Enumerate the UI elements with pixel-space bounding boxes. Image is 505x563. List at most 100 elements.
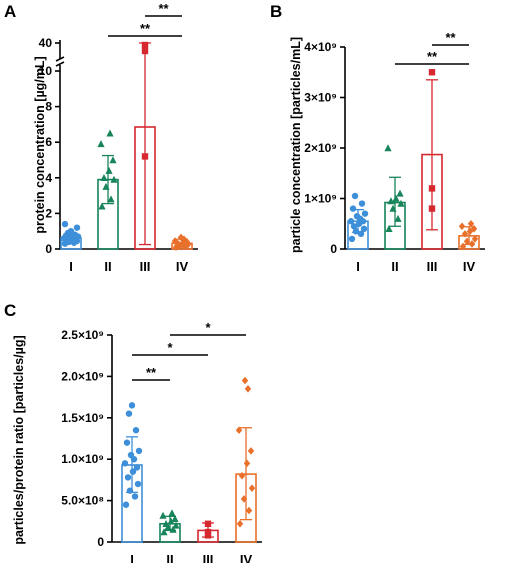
data-point-IV	[461, 230, 469, 238]
data-point-II	[394, 214, 402, 222]
data-point-IV	[248, 484, 256, 492]
data-point-III	[141, 47, 149, 55]
y-tick-label: 1×10⁹	[304, 192, 337, 206]
data-point-IV	[172, 243, 180, 252]
data-point-I	[73, 224, 81, 231]
data-point-II	[98, 202, 106, 210]
y-tick-label: 0	[330, 242, 337, 256]
data-point-I	[129, 468, 137, 475]
y-axis-label-a: protein concentration [µg/mL]	[33, 56, 47, 233]
data-point-I	[67, 228, 75, 235]
data-point-IV	[184, 240, 192, 249]
data-point-IV	[240, 495, 248, 503]
y-tick-label: 10	[39, 64, 53, 78]
data-point-IV	[235, 426, 243, 435]
data-point-IV	[470, 225, 478, 233]
data-point-IV	[468, 240, 476, 248]
data-point-II	[167, 517, 175, 525]
significance-label: **	[158, 1, 169, 16]
data-point-I	[123, 439, 131, 446]
data-point-II	[106, 129, 114, 137]
data-point-IV	[171, 237, 179, 245]
category-label-III: III	[427, 259, 438, 274]
category-label-IV: IV	[240, 552, 253, 563]
data-point-I	[135, 447, 143, 455]
data-point-I	[352, 228, 360, 235]
data-point-IV	[179, 238, 187, 247]
y-tick-label: 4	[45, 171, 52, 185]
data-point-II	[387, 197, 395, 205]
y-axis-label-b: particle concentration [particles/mL]	[289, 37, 303, 253]
panel-label-b: B	[270, 2, 282, 21]
data-point-I	[347, 218, 355, 225]
data-point-III	[428, 185, 436, 192]
data-point-II	[392, 194, 400, 202]
significance-label: **	[445, 30, 456, 45]
data-point-I	[61, 220, 69, 228]
data-point-IV	[466, 227, 474, 236]
data-point-I	[121, 460, 129, 467]
y-tick-label: 2.0×10⁹	[61, 369, 104, 383]
data-point-II	[102, 182, 110, 190]
significance-label: **	[427, 49, 438, 64]
data-point-IV	[458, 222, 466, 231]
data-point-I	[134, 480, 142, 488]
category-label-I: I	[69, 259, 73, 274]
axis-break-a-1	[55, 61, 65, 67]
y-tick-label: 1.0×10⁹	[61, 452, 104, 466]
y-tick-label: 2	[45, 206, 52, 220]
y-axis-label-c: particles/protein ratio [particles/µg]	[12, 335, 26, 544]
y-tick-label: 2×10⁹	[304, 141, 337, 155]
y-tick-label: 4×10⁹	[304, 40, 337, 54]
significance-label: **	[146, 365, 157, 380]
data-point-I	[360, 225, 368, 232]
panel-label-c: C	[4, 301, 16, 320]
panel-c: C particles/protein ratio [particles/µg]…	[4, 301, 262, 563]
data-point-I	[128, 402, 136, 409]
data-point-I	[133, 464, 141, 471]
y-tick-label: 5.0×10⁸	[61, 494, 104, 508]
data-point-I	[351, 192, 359, 200]
data-point-IV	[247, 447, 255, 455]
data-point-III	[141, 153, 149, 160]
data-point-III	[204, 532, 212, 539]
y-tick-label: 1.5×10⁹	[61, 411, 104, 425]
data-point-I	[357, 230, 365, 238]
data-point-II	[100, 174, 108, 181]
panel-a: A protein concentration [µg/mL] 0 2 4 6 8 10 4…	[4, 1, 198, 274]
data-point-III	[428, 69, 436, 76]
data-point-II	[397, 199, 405, 207]
data-point-IV	[180, 235, 188, 244]
data-point-IV	[181, 242, 189, 251]
data-point-IV	[174, 239, 182, 248]
data-point-I	[122, 501, 130, 508]
data-point-I	[127, 451, 135, 459]
data-point-II	[160, 528, 168, 536]
data-point-II	[384, 144, 392, 152]
category-label-II: II	[391, 259, 398, 274]
category-label-I: I	[130, 552, 134, 563]
category-label-I: I	[356, 259, 360, 274]
category-label-IV: IV	[463, 259, 476, 274]
data-point-I	[124, 474, 132, 481]
data-point-II	[109, 156, 117, 164]
data-point-IV	[459, 242, 467, 251]
data-point-III	[204, 520, 212, 527]
data-point-I	[125, 410, 133, 417]
data-point-II	[396, 189, 404, 197]
y-tick-label: 6	[45, 135, 52, 149]
data-point-II	[168, 509, 176, 517]
data-point-II	[389, 204, 397, 212]
panel-label-a: A	[4, 2, 16, 21]
category-label-II: II	[104, 259, 111, 274]
data-point-I	[350, 223, 358, 230]
data-point-II	[162, 519, 170, 527]
data-point-III	[204, 528, 212, 536]
data-point-IV	[238, 471, 246, 480]
data-point-IV	[243, 459, 251, 468]
category-label-III: III	[140, 259, 151, 274]
data-point-I	[349, 205, 357, 212]
significance-label: **	[140, 21, 151, 36]
